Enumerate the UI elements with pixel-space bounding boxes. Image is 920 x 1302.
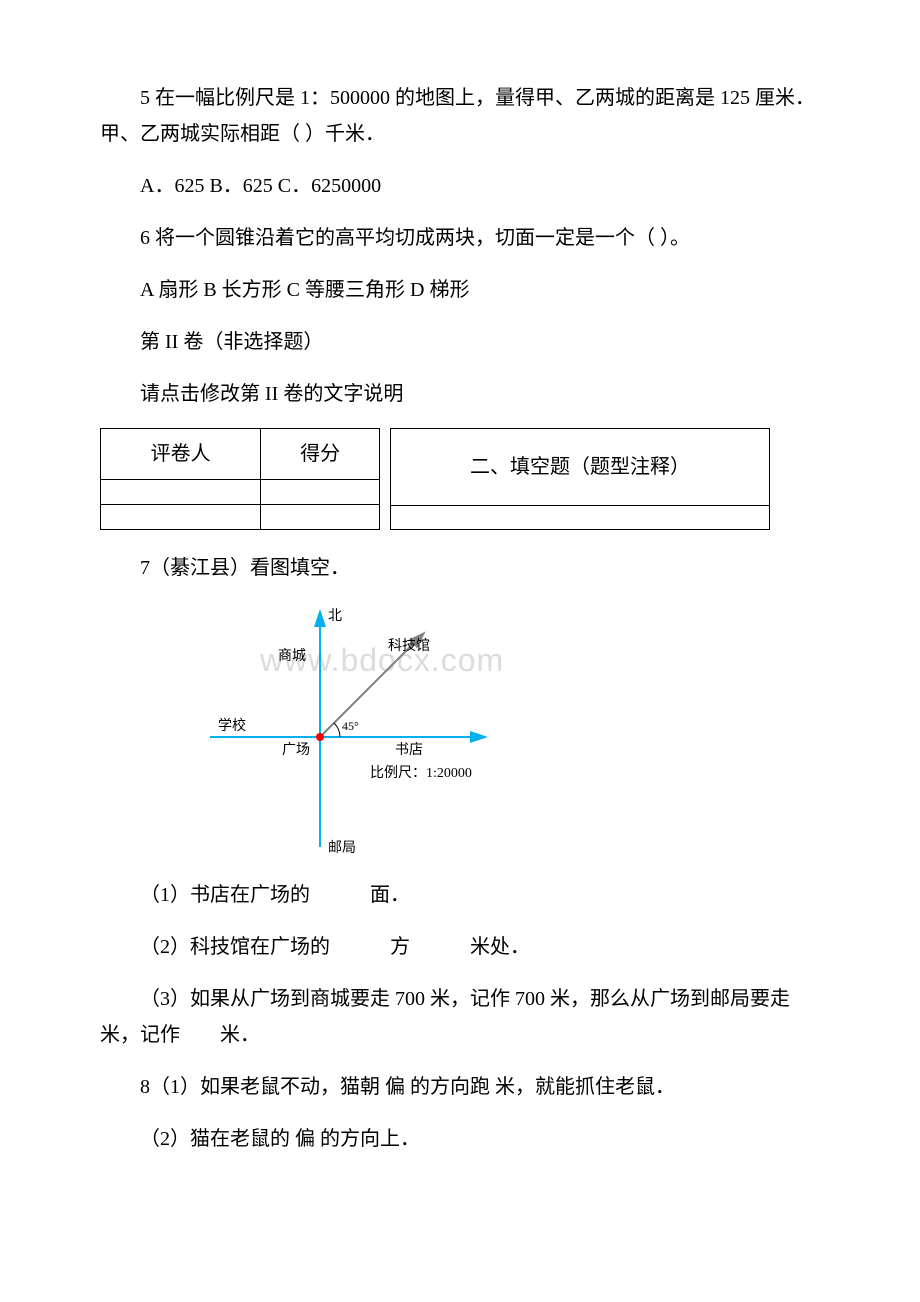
question-8-sub1: 8（1）如果老鼠不动，猫朝 偏 的方向跑 米，就能抓住老鼠． [100,1069,820,1105]
mall-label: 商城 [278,648,306,664]
section-title-table: 二、填空题（题型注释） [390,428,770,530]
section-title-cell: 二、填空题（题型注释） [391,429,770,506]
section-2-note: 请点击修改第 II 卷的文字说明 [100,376,820,412]
school-label: 学校 [218,717,246,734]
question-7-sub1: （1）书店在广场的 面． [100,877,820,913]
table-header-reviewer: 评卷人 [101,429,261,480]
tech-label: 科技馆 [388,638,430,654]
question-5-text: 5 在一幅比例尺是 1：500000 的地图上，量得甲、乙两城的距离是 125 … [100,80,820,152]
question-8-sub2: （2）猫在老鼠的 偏 的方向上． [100,1121,820,1157]
angle-arc [334,723,340,737]
table-cell-empty [101,505,261,530]
question-7-text: 7（綦江县）看图填空． [100,550,820,586]
question-6-text: 6 将一个圆锥沿着它的高平均切成两块，切面一定是一个（ ）。 [100,220,820,256]
scale-label: 比例尺：1:20000 [370,765,472,781]
question-6-options: A 扇形 B 长方形 C 等腰三角形 D 梯形 [100,272,820,308]
square-label: 广场 [282,742,310,758]
question-7-sub3: （3）如果从广场到商城要走 700 米，记作 700 米，那么从广场到邮局要走 … [100,981,820,1053]
score-table-left: 评卷人 得分 [100,428,380,530]
map-diagram: www.bdocx.com 北 商城 科技馆 学校 广场 书店 45° 比例尺：… [200,602,520,862]
table-cell-empty [101,480,261,505]
map-svg: 北 商城 科技馆 学校 广场 书店 45° 比例尺：1:20000 邮局 [200,602,520,862]
section-2-title: 第 II 卷（非选择题） [100,324,820,360]
question-5-options: A．625 B．625 C．6250000 [100,168,820,204]
table-header-score: 得分 [261,429,380,480]
question-7-sub2: （2）科技馆在广场的 方 米处． [100,929,820,965]
table-cell-empty [261,480,380,505]
score-table-container: 评卷人 得分 二、填空题（题型注释） [100,428,820,530]
table-cell-empty [261,505,380,530]
north-label: 北 [328,608,342,624]
post-label: 邮局 [328,840,356,856]
angle-label: 45° [342,719,359,733]
table-cell-empty [391,506,770,530]
center-point [316,733,324,741]
bookstore-label: 书店 [395,742,423,758]
